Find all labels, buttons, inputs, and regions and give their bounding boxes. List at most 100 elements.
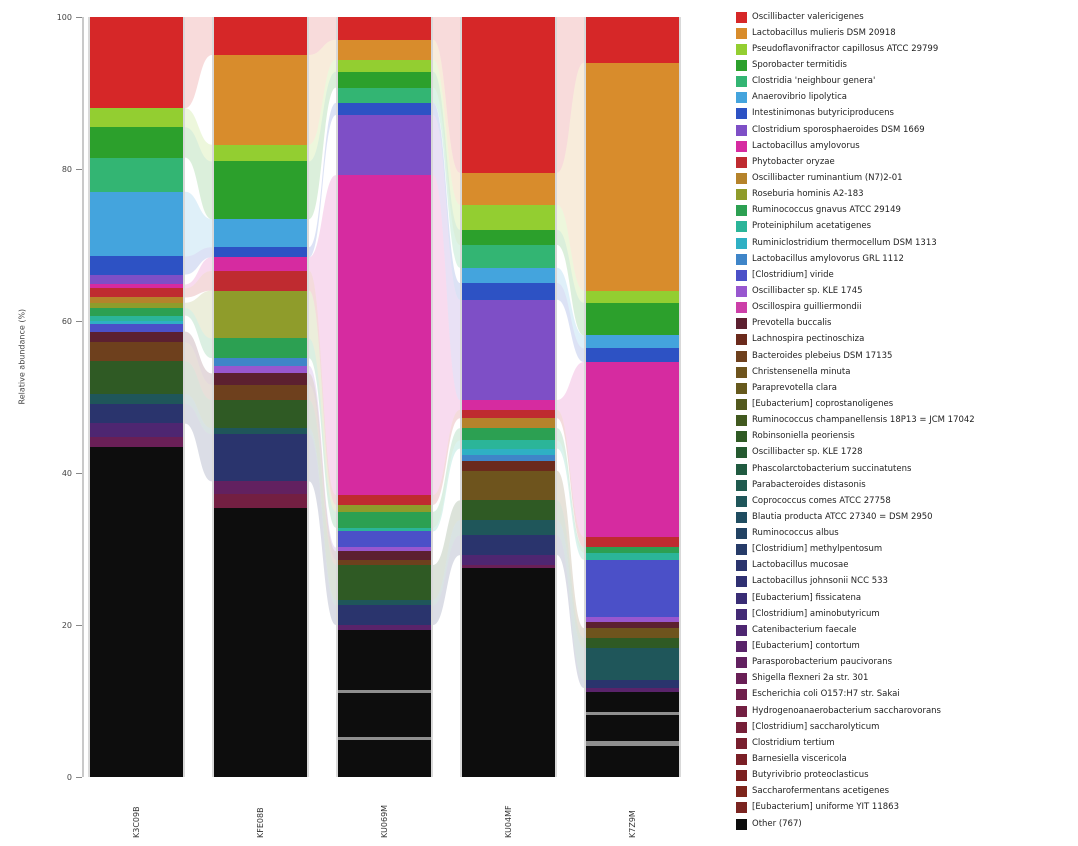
flow-ribbon bbox=[557, 470, 584, 638]
legend-label: Bacteroides plebeius DSM 17135 bbox=[752, 350, 893, 361]
legend-row: Clostridia 'neighbour genera' bbox=[736, 74, 975, 90]
y-tick-label: 100 bbox=[56, 13, 72, 22]
bar-segment bbox=[338, 599, 431, 606]
legend-color-swatch bbox=[736, 11, 747, 23]
bar-segment bbox=[338, 17, 431, 40]
flow-ribbon bbox=[433, 71, 460, 245]
bar-segment bbox=[586, 62, 679, 291]
legend-color-swatch bbox=[736, 495, 747, 507]
legend-row: Catenibacterium faecale bbox=[736, 622, 975, 638]
flow-ribbon bbox=[433, 87, 460, 268]
bar-segment bbox=[338, 102, 431, 115]
flow-ribbon bbox=[185, 247, 212, 275]
bar-segment bbox=[90, 361, 183, 394]
legend-color-swatch bbox=[736, 511, 747, 523]
bar-segment bbox=[462, 564, 555, 568]
y-tick-mark bbox=[76, 169, 82, 170]
flow-ribbon bbox=[433, 102, 460, 300]
bar-segment bbox=[462, 282, 555, 300]
bar-segment bbox=[214, 358, 307, 366]
bar-segment bbox=[90, 191, 183, 257]
legend-label: [Clostridium] aminobutyricum bbox=[752, 608, 880, 619]
bar-segment bbox=[338, 115, 431, 176]
x-tick-label: KFE08B bbox=[255, 807, 265, 838]
legend-color-swatch bbox=[736, 92, 747, 104]
bar-segment bbox=[214, 428, 307, 435]
legend-label: Phascolarctobacterium succinatutens bbox=[752, 463, 912, 474]
legend-label: Lachnospira pectinoschiza bbox=[752, 334, 865, 345]
bar-segment bbox=[462, 500, 555, 520]
bar-segment bbox=[462, 535, 555, 555]
bar-segment bbox=[586, 647, 679, 680]
legend-label: Sporobacter termitidis bbox=[752, 59, 847, 70]
legend-row: Clostridium tertium bbox=[736, 735, 975, 751]
legend-row: [Eubacterium] uniforme YIT 11863 bbox=[736, 800, 975, 816]
legend-label: Shigella flexneri 2a str. 301 bbox=[752, 673, 869, 684]
flow-ribbon bbox=[433, 115, 460, 401]
legend-row: Ruminococcus champanellensis 18P13 = JCM… bbox=[736, 413, 975, 429]
legend-row: Ruminiclostridium thermocellum DSM 1313 bbox=[736, 235, 975, 251]
legend-label: Intestinimonas butyriciproducens bbox=[752, 108, 894, 119]
bar-segment bbox=[338, 175, 431, 495]
y-tick-label: 0 bbox=[66, 773, 72, 782]
legend-row: Lactobacillus johnsonii NCC 533 bbox=[736, 574, 975, 590]
legend-label: Anaerovibrio lipolytica bbox=[752, 92, 847, 103]
legend-label: [Eubacterium] coprostanoligenes bbox=[752, 398, 894, 409]
flow-ribbon bbox=[309, 365, 336, 552]
bar-segment bbox=[90, 157, 183, 192]
bar-segment bbox=[214, 55, 307, 145]
bar-segment bbox=[214, 434, 307, 482]
legend-color-swatch bbox=[736, 59, 747, 71]
bar-segment bbox=[586, 679, 679, 688]
legend-label: Roseburia hominis A2-183 bbox=[752, 189, 864, 200]
flow-ribbon bbox=[185, 257, 212, 289]
flow-ribbon bbox=[433, 409, 460, 505]
legend-label: Lactobacillus mucosae bbox=[752, 560, 849, 571]
bar-segment bbox=[586, 335, 679, 349]
legend-row: Lactobacillus amylovorus GRL 1112 bbox=[736, 251, 975, 267]
legend-row: Escherichia coli O157:H7 str. Sakai bbox=[736, 687, 975, 703]
legend-color-swatch bbox=[736, 285, 747, 297]
flow-ribbon bbox=[185, 403, 212, 482]
legend-row: Robinsoniella peoriensis bbox=[736, 429, 975, 445]
legend-color-swatch bbox=[736, 124, 747, 136]
bar-segment bbox=[90, 342, 183, 362]
alluvial-flow-ribbons bbox=[185, 17, 584, 689]
flow-ribbon bbox=[557, 409, 584, 548]
legend-label: [Clostridium] saccharolyticum bbox=[752, 721, 880, 732]
legend-row: [Clostridium] saccharolyticum bbox=[736, 719, 975, 735]
bar-segment bbox=[214, 144, 307, 162]
bar-segment bbox=[90, 274, 183, 285]
flow-ribbon bbox=[309, 338, 336, 528]
legend-row: Lactobacillus mucosae bbox=[736, 558, 975, 574]
legend-row: Lachnospira pectinoschiza bbox=[736, 332, 975, 348]
legend-row: Other (767) bbox=[736, 816, 975, 832]
bar-segment bbox=[462, 267, 555, 283]
bar-segment bbox=[338, 511, 431, 528]
legend-label: Robinsoniella peoriensis bbox=[752, 431, 855, 442]
legend-color-swatch bbox=[736, 544, 747, 556]
flow-ribbon bbox=[557, 62, 584, 291]
legend-label: Coprococcus comes ATCC 27758 bbox=[752, 495, 891, 506]
stacked-bar bbox=[584, 17, 681, 777]
x-tick-label: KU04MF bbox=[503, 805, 513, 838]
legend-row: Anaerovibrio lipolytica bbox=[736, 90, 975, 106]
legend-color-swatch bbox=[736, 592, 747, 604]
bar-segment bbox=[462, 455, 555, 461]
legend-row: Lactobacillus amylovorus bbox=[736, 138, 975, 154]
legend-color-swatch bbox=[736, 802, 747, 814]
bar-segment bbox=[338, 71, 431, 88]
legend-row: Butyrivibrio proteoclasticus bbox=[736, 768, 975, 784]
flow-ribbon bbox=[309, 17, 336, 55]
flow-ribbon bbox=[309, 175, 336, 496]
flow-ribbon bbox=[433, 39, 460, 205]
legend-row: [Clostridium] methylpentosum bbox=[736, 542, 975, 558]
legend-label: Butyrivibrio proteoclasticus bbox=[752, 770, 869, 781]
flow-ribbon bbox=[309, 290, 336, 512]
flow-ribbon bbox=[185, 342, 212, 401]
flow-ribbon bbox=[557, 500, 584, 648]
flow-ribbon bbox=[309, 39, 336, 145]
legend-label: Lactobacillus mulieris DSM 20918 bbox=[752, 27, 896, 38]
bar-segment bbox=[462, 299, 555, 400]
bar-segment bbox=[586, 637, 679, 648]
